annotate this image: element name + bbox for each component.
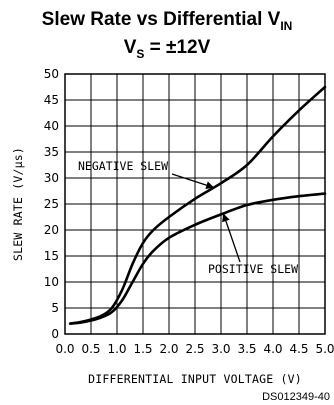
x-tick-label: 0.0 (55, 342, 74, 356)
positive-slew-line (68, 192, 327, 325)
chart-title-line1: Slew Rate vs Differential VIN (42, 9, 293, 33)
negative-slew-label: NEGATIVE SLEW (78, 159, 168, 173)
x-tick-label: 4.0 (263, 342, 282, 356)
negative-slew-arrow (171, 173, 215, 190)
x-tick-label: 2.0 (159, 342, 178, 356)
y-tick-label: 10 (44, 275, 59, 289)
data-series (68, 85, 327, 325)
x-tick-label: 4.5 (289, 342, 308, 356)
y-tick-label: 20 (44, 223, 59, 237)
y-tick-label: 45 (44, 93, 59, 107)
tick-labels: 0.0 0.5 1.0 1.5 2.0 2.5 3.0 3.5 4.0 4.5 5.0 0 5 10 15 2… (44, 67, 334, 356)
x-tick-label: 2.5 (185, 342, 204, 356)
plot-frame (64, 73, 326, 335)
negative-slew-line (68, 85, 327, 325)
x-tick-label: 1.0 (107, 342, 126, 356)
y-axis-label: SLEW RATE (V/μs) (11, 147, 25, 261)
title-line2-sub: S (136, 47, 144, 61)
x-tick-label: 3.0 (211, 342, 230, 356)
title-line2-rest: = ±12V (144, 37, 210, 58)
positive-slew-arrow (222, 213, 241, 263)
annotations: NEGATIVE SLEW POSITIVE SLEW (78, 159, 298, 276)
y-tick-label: 15 (44, 249, 59, 263)
x-tick-label: 1.5 (133, 342, 152, 356)
plot-grid (64, 73, 326, 335)
figure-code: DS012349-40 (262, 391, 330, 403)
y-tick-label: 5 (51, 301, 59, 315)
y-tick-label: 35 (44, 145, 59, 159)
x-tick-label: 5.0 (315, 342, 334, 356)
y-tick-label: 30 (44, 171, 59, 185)
chart-title-line2: VS = ±12V (124, 37, 211, 61)
positive-slew-label: POSITIVE SLEW (208, 262, 298, 276)
y-tick-label: 0 (51, 327, 59, 341)
x-tick-label: 3.5 (237, 342, 256, 356)
x-tick-label: 0.5 (81, 342, 100, 356)
title-line1-main: Slew Rate vs Differential V (42, 9, 281, 30)
y-tick-label: 40 (44, 119, 59, 133)
y-tick-label: 50 (44, 67, 59, 81)
title-line2-main: V (124, 37, 137, 58)
title-line1-sub: IN (280, 19, 292, 33)
x-axis-label: DIFFERENTIAL INPUT VOLTAGE (V) (88, 372, 302, 386)
y-tick-label: 25 (44, 197, 59, 211)
